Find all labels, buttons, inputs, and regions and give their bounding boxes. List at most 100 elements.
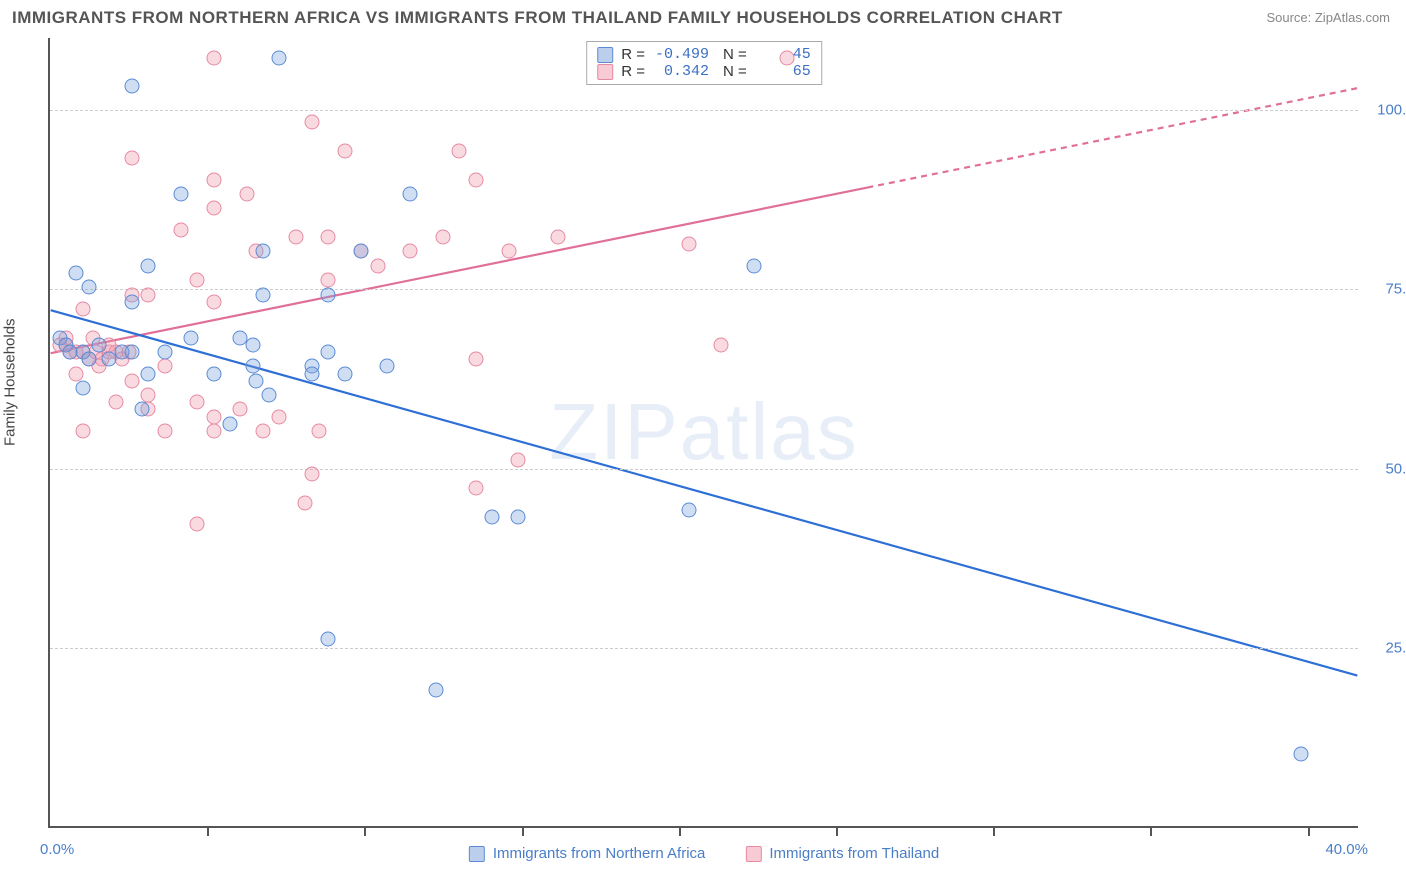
scatter-point-blue — [429, 682, 444, 697]
series-label-1: Immigrants from Northern Africa — [493, 845, 706, 862]
scatter-point-blue — [124, 294, 139, 309]
scatter-point-pink — [124, 151, 139, 166]
scatter-point-pink — [779, 50, 794, 65]
scatter-point-blue — [246, 337, 261, 352]
scatter-point-pink — [206, 424, 221, 439]
scatter-point-blue — [141, 366, 156, 381]
legend-r-label: R = — [621, 63, 645, 80]
scatter-point-pink — [436, 230, 451, 245]
scatter-point-pink — [157, 424, 172, 439]
scatter-point-blue — [321, 287, 336, 302]
scatter-point-blue — [249, 373, 264, 388]
scatter-point-pink — [124, 373, 139, 388]
legend-r-value-1: -0.499 — [653, 46, 709, 63]
x-tick — [207, 826, 209, 836]
gridline — [50, 469, 1358, 470]
legend-row-2: R = 0.342 N = 65 — [597, 63, 811, 80]
scatter-point-pink — [681, 237, 696, 252]
scatter-point-pink — [206, 50, 221, 65]
legend-n-label: N = — [723, 46, 747, 63]
scatter-point-blue — [206, 366, 221, 381]
scatter-point-pink — [190, 395, 205, 410]
scatter-point-pink — [468, 352, 483, 367]
scatter-point-blue — [380, 359, 395, 374]
series-legend: Immigrants from Northern Africa Immigran… — [469, 845, 939, 862]
gridline — [50, 648, 1358, 649]
source-attribution: Source: ZipAtlas.com — [1266, 10, 1390, 25]
scatter-point-pink — [75, 301, 90, 316]
scatter-point-pink — [239, 187, 254, 202]
scatter-point-blue — [174, 187, 189, 202]
scatter-point-blue — [321, 632, 336, 647]
scatter-point-pink — [272, 409, 287, 424]
watermark-bold: ZIP — [549, 387, 679, 476]
scatter-point-blue — [403, 187, 418, 202]
legend-n-value-2: 65 — [755, 63, 811, 80]
scatter-point-blue — [511, 510, 526, 525]
scatter-point-pink — [190, 517, 205, 532]
scatter-point-pink — [141, 388, 156, 403]
x-tick — [993, 826, 995, 836]
y-tick-label: 50.0% — [1368, 460, 1406, 477]
scatter-point-blue — [69, 266, 84, 281]
scatter-point-blue — [134, 402, 149, 417]
scatter-point-pink — [714, 337, 729, 352]
chart-title: IMMIGRANTS FROM NORTHERN AFRICA VS IMMIG… — [12, 8, 1063, 28]
legend-r-label: R = — [621, 46, 645, 63]
gridline — [50, 289, 1358, 290]
legend-r-value-2: 0.342 — [653, 63, 709, 80]
scatter-point-pink — [501, 244, 516, 259]
x-tick — [679, 826, 681, 836]
scatter-point-blue — [485, 510, 500, 525]
scatter-point-pink — [403, 244, 418, 259]
trend-line-dashed — [867, 88, 1357, 187]
scatter-point-pink — [232, 402, 247, 417]
scatter-point-blue — [82, 280, 97, 295]
scatter-point-pink — [157, 359, 172, 374]
y-tick-label: 75.0% — [1368, 281, 1406, 298]
scatter-point-pink — [75, 424, 90, 439]
scatter-point-pink — [174, 222, 189, 237]
scatter-point-pink — [108, 395, 123, 410]
scatter-point-pink — [190, 273, 205, 288]
x-tick — [364, 826, 366, 836]
legend-swatch-pink — [597, 64, 613, 80]
trend-line — [51, 188, 868, 354]
scatter-point-pink — [337, 143, 352, 158]
series-legend-item-2: Immigrants from Thailand — [745, 845, 939, 862]
legend-swatch-blue — [597, 47, 613, 63]
legend-n-label: N = — [723, 63, 747, 80]
scatter-point-pink — [305, 115, 320, 130]
x-tick — [836, 826, 838, 836]
scatter-point-blue — [321, 345, 336, 360]
scatter-point-pink — [321, 273, 336, 288]
x-tick — [1308, 826, 1310, 836]
scatter-point-pink — [370, 258, 385, 273]
scatter-point-pink — [206, 294, 221, 309]
scatter-point-pink — [69, 366, 84, 381]
x-tick-min: 0.0% — [40, 841, 74, 858]
y-axis-label: Family Households — [2, 318, 19, 446]
y-tick-label: 25.0% — [1368, 640, 1406, 657]
scatter-point-blue — [124, 345, 139, 360]
scatter-point-blue — [223, 416, 238, 431]
scatter-point-blue — [1294, 747, 1309, 762]
scatter-point-blue — [262, 388, 277, 403]
scatter-point-blue — [183, 330, 198, 345]
scatter-point-pink — [206, 409, 221, 424]
series-label-2: Immigrants from Thailand — [769, 845, 939, 862]
watermark-thin: atlas — [680, 387, 859, 476]
scatter-plot-area: ZIPatlas R = -0.499 N = 45 R = 0.342 N =… — [48, 38, 1358, 828]
scatter-point-blue — [354, 244, 369, 259]
scatter-point-blue — [246, 359, 261, 374]
scatter-point-blue — [82, 352, 97, 367]
series-swatch-blue — [469, 846, 485, 862]
scatter-point-blue — [255, 244, 270, 259]
series-legend-item-1: Immigrants from Northern Africa — [469, 845, 706, 862]
scatter-point-pink — [468, 172, 483, 187]
scatter-point-blue — [92, 337, 107, 352]
scatter-point-pink — [511, 452, 526, 467]
scatter-point-pink — [321, 230, 336, 245]
scatter-point-blue — [75, 380, 90, 395]
scatter-point-pink — [141, 287, 156, 302]
